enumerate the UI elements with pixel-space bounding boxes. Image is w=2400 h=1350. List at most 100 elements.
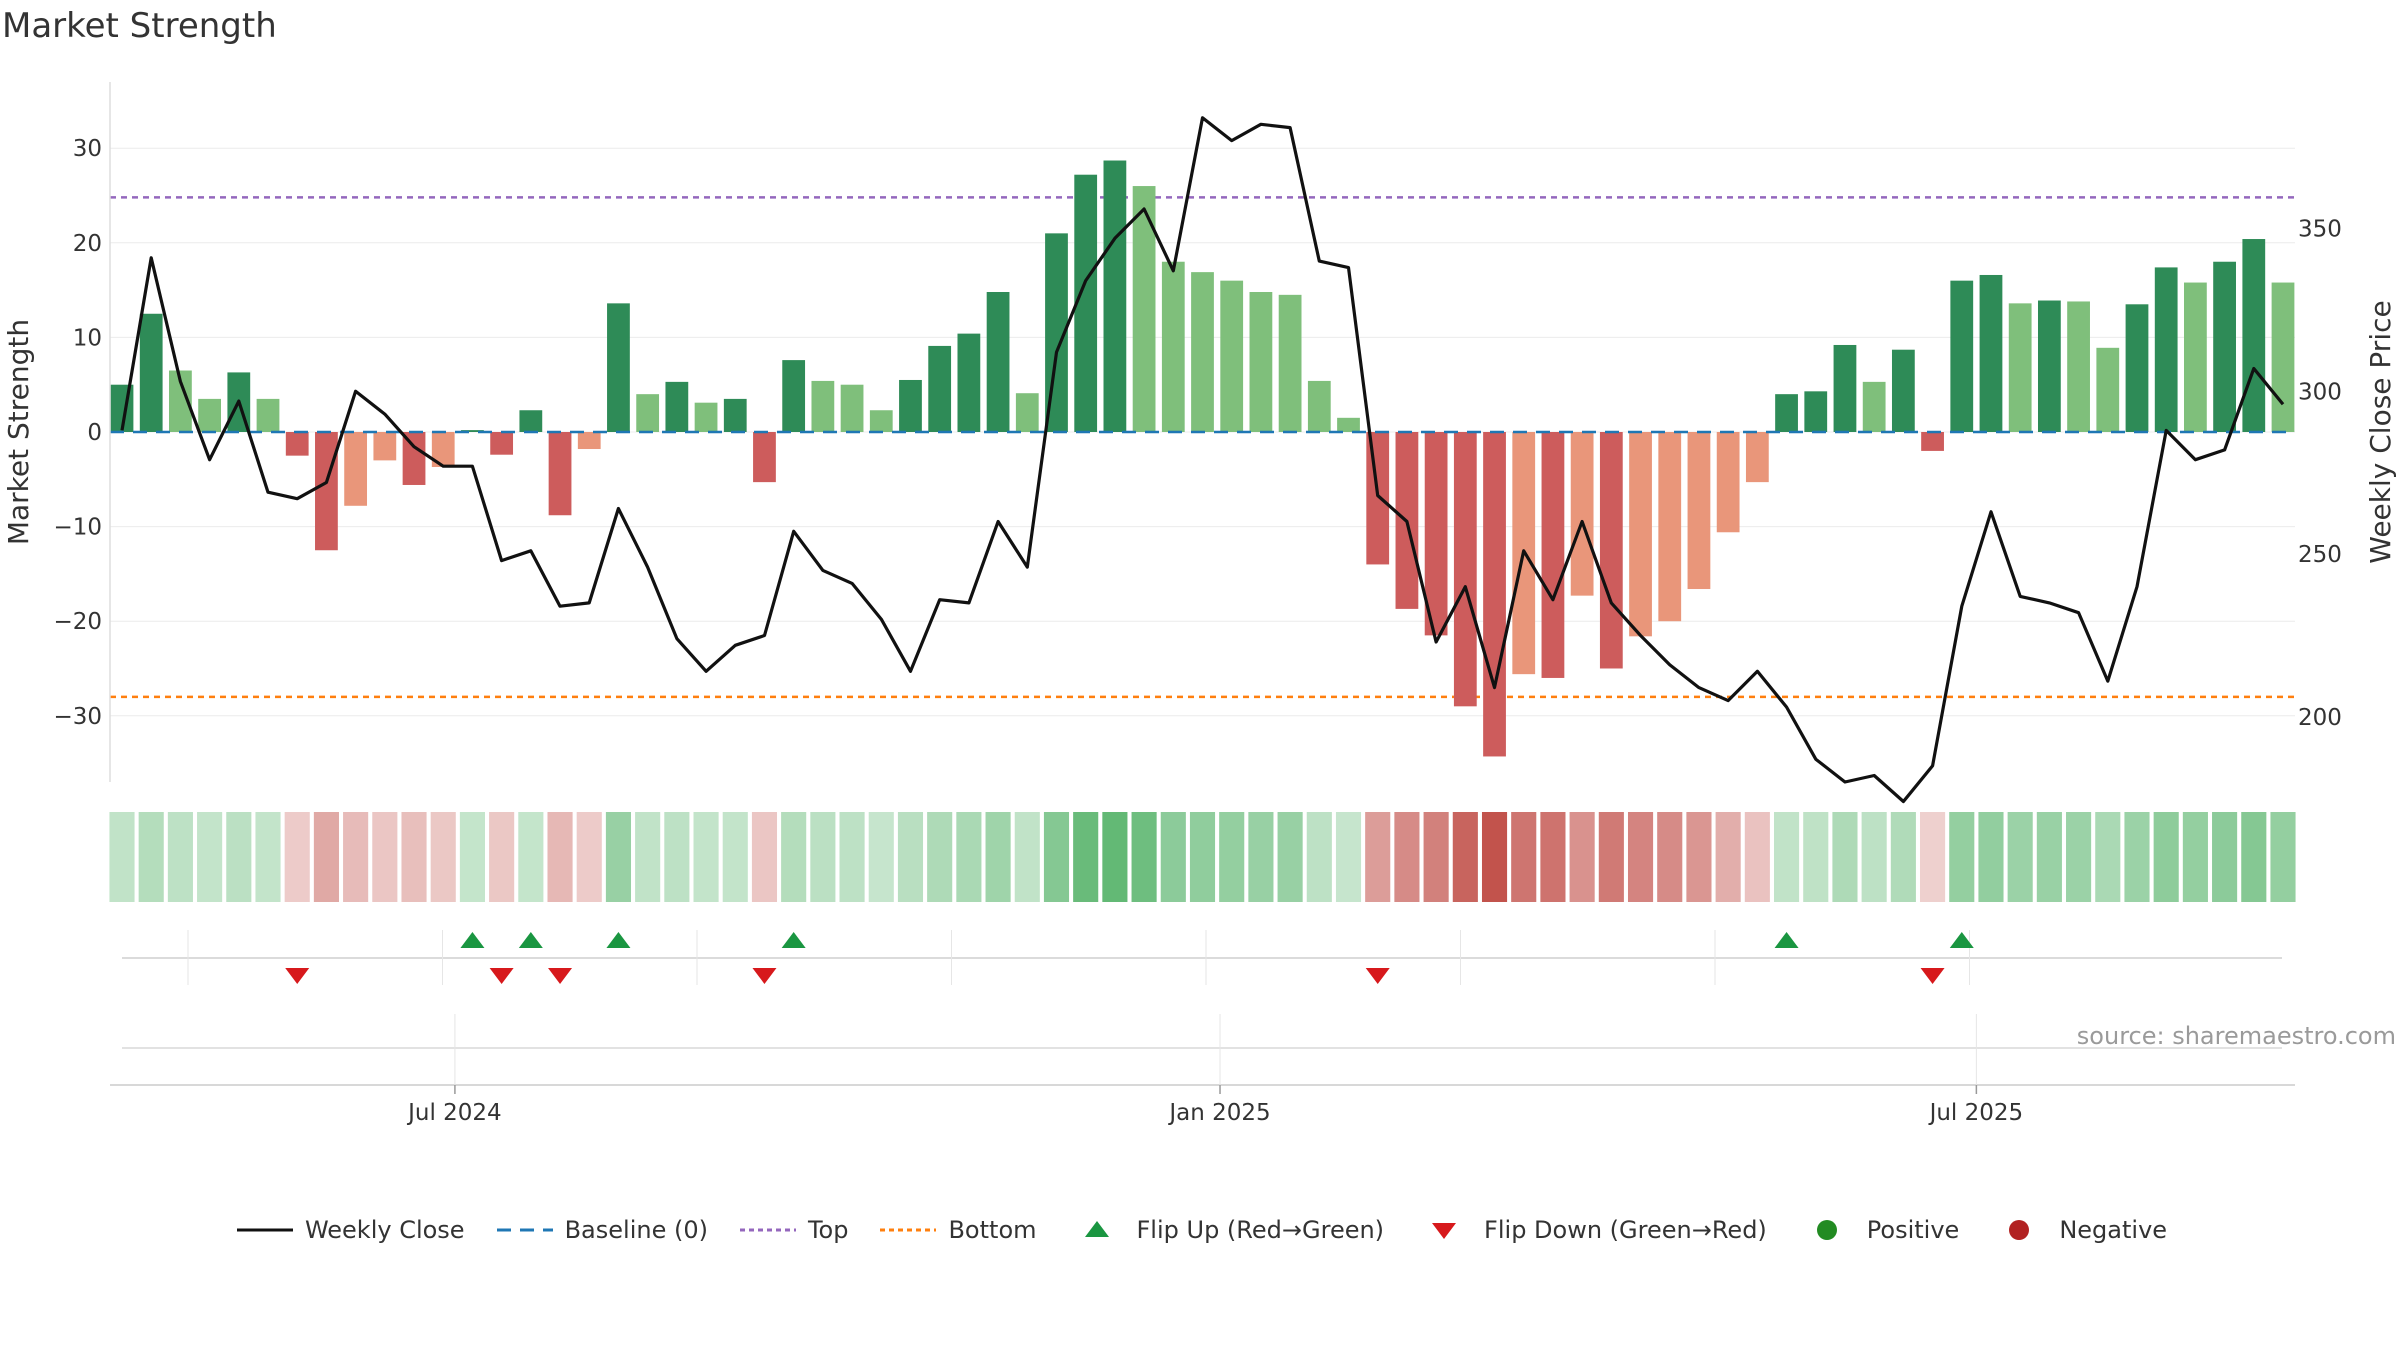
strength-bar [373, 432, 397, 461]
heat-cell [1014, 812, 1040, 902]
flip-down-marker [752, 968, 777, 984]
heat-cell [635, 812, 661, 902]
heat-cell [839, 812, 865, 902]
heat-cell [1423, 812, 1449, 902]
legend-swatch-close [233, 1216, 297, 1244]
strength-bar [1015, 393, 1039, 432]
y2-tick-label: 250 [2298, 542, 2342, 568]
y-tick-label: −30 [53, 704, 102, 730]
flip-up-marker [781, 932, 806, 948]
heat-cell [401, 812, 427, 902]
flip-up-marker [1774, 932, 1799, 948]
flip-up-marker [606, 932, 631, 948]
strength-bar [1453, 432, 1477, 707]
legend-swatch-top [736, 1216, 800, 1244]
heat-cell [1511, 812, 1537, 902]
strength-heat-strip [109, 812, 2296, 902]
strength-bar [1833, 344, 1857, 432]
heat-cell [489, 812, 515, 902]
legend: Weekly Close Baseline (0) Top Bottom Flip Up… [0, 1216, 2400, 1244]
strength-bar [1541, 432, 1565, 678]
strength-bar [577, 432, 601, 450]
heat-cell [1306, 812, 1332, 902]
heat-cell [693, 812, 719, 902]
flip-markers-panel [122, 930, 2282, 985]
strength-bar [256, 398, 280, 432]
legend-item-positive: Positive [1795, 1216, 1959, 1244]
heat-cell [868, 812, 894, 902]
heat-cell [343, 812, 369, 902]
heat-cell [2270, 812, 2296, 902]
heat-cell [1657, 812, 1683, 902]
strength-bar [1891, 349, 1915, 432]
heat-cell [605, 812, 632, 902]
strength-bar [344, 432, 368, 506]
strength-bar [461, 430, 484, 432]
y-tick-label: −10 [53, 515, 102, 541]
legend-swatch-bottom [876, 1216, 940, 1244]
legend-item-flip-up: Flip Up (Red→Green) [1065, 1216, 1384, 1244]
heat-cell [1073, 812, 1099, 902]
heat-cell [1335, 812, 1362, 902]
heat-cell [897, 812, 924, 902]
heat-cell [1949, 812, 1975, 902]
heat-cell [518, 812, 544, 902]
heat-cell [255, 812, 281, 902]
strength-bar [1366, 432, 1390, 565]
heat-cell [1920, 812, 1946, 902]
heat-cell [459, 812, 485, 902]
strength-bar [2184, 282, 2207, 432]
heat-cell [284, 812, 310, 902]
heat-cell [956, 812, 982, 902]
heat-cell [313, 812, 339, 902]
strength-bar [957, 333, 981, 432]
strength-bar [2213, 261, 2236, 432]
heat-cell [576, 812, 602, 902]
strength-bar [2242, 239, 2266, 432]
strength-bar [285, 432, 309, 456]
legend-item-baseline: Baseline (0) [493, 1216, 708, 1244]
legend-swatch-positive [1795, 1216, 1859, 1244]
legend-label: Baseline (0) [564, 1216, 708, 1244]
strength-bar [694, 402, 718, 432]
heat-cell [2095, 812, 2121, 902]
heat-cell [2036, 812, 2062, 902]
y2-tick-label: 300 [2298, 379, 2342, 405]
legend-item-top: Top [736, 1216, 848, 1244]
heat-cell [781, 812, 807, 902]
heat-cell [1365, 812, 1391, 902]
heat-cell [2124, 812, 2150, 902]
strength-bar [2125, 304, 2149, 432]
strength-bar [1074, 174, 1098, 432]
flip-down-marker [1365, 968, 1390, 984]
heat-cell [2066, 812, 2092, 902]
strength-bar [548, 432, 572, 516]
strength-bar [2271, 282, 2295, 432]
flip-down-marker [489, 968, 514, 984]
weekly-close-series [120, 116, 2285, 804]
strength-bar [840, 384, 864, 432]
heat-cell [1978, 812, 2004, 902]
strength-bar [2154, 267, 2178, 432]
strength-bar [1483, 432, 1506, 757]
legend-item-close: Weekly Close [233, 1216, 465, 1244]
heat-cell [1715, 812, 1741, 902]
strength-bar [1950, 280, 1974, 432]
heat-cell [1043, 812, 1070, 902]
heat-cell [1890, 812, 1916, 902]
heat-cell [138, 812, 164, 902]
strength-bar [723, 398, 747, 432]
heat-cell [1832, 812, 1858, 902]
heat-cell [810, 812, 836, 902]
strength-bar [986, 292, 1010, 432]
strength-bar [1687, 432, 1711, 590]
strength-bar [169, 370, 192, 432]
heat-cell [1481, 812, 1508, 902]
strength-bar [1804, 391, 1828, 432]
heat-cell [1540, 812, 1566, 902]
reference-lines [110, 196, 2295, 699]
y2-axis-label: Weekly Close Price [2364, 300, 2397, 563]
heat-cell [197, 812, 223, 902]
heat-cell [1803, 812, 1829, 902]
